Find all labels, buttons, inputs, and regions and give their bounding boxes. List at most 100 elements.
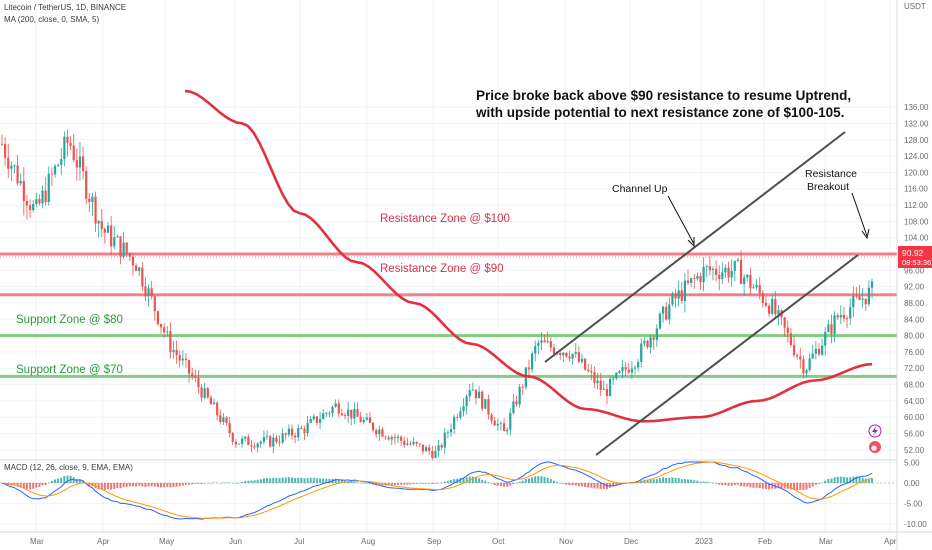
macd-histogram-bar <box>696 480 699 483</box>
candle-body <box>527 367 531 370</box>
candle-body <box>347 409 350 416</box>
candle-body <box>471 389 474 391</box>
zone-lines <box>0 252 897 378</box>
macd-histogram-bar <box>150 483 153 487</box>
macd-histogram-bar <box>294 477 297 483</box>
candle-body <box>81 156 85 172</box>
macd-histogram-bar <box>446 480 449 483</box>
candle-body <box>696 275 699 279</box>
macd-histogram-bar <box>808 483 811 489</box>
macd-histogram-bar <box>440 482 443 484</box>
macd-histogram-bar <box>705 481 708 483</box>
candle-body <box>456 417 459 418</box>
candle-body <box>403 440 406 445</box>
macd-histogram-bar <box>209 482 212 484</box>
macd-histogram-bar <box>758 483 761 489</box>
candle-body <box>808 358 811 371</box>
candle-body <box>178 355 181 361</box>
macd-histogram-bar <box>490 483 493 484</box>
macd-histogram-bar <box>390 483 393 486</box>
macd-histogram-bar <box>266 477 269 483</box>
price-tick-label: 120.00 <box>904 168 929 177</box>
candle-body <box>212 402 216 405</box>
macd-histogram-bar <box>415 483 418 484</box>
macd-histogram-bar <box>824 480 827 483</box>
macd-histogram-bar <box>72 477 75 483</box>
candle-body <box>187 360 191 374</box>
macd-histogram-bar <box>19 483 22 488</box>
candle-body <box>453 417 456 430</box>
macd-histogram-bar <box>113 483 116 489</box>
macd-histogram-bar <box>362 483 365 484</box>
macd-histogram-bar <box>259 479 262 483</box>
macd-histogram-bar <box>821 482 824 484</box>
candle-body <box>593 372 596 384</box>
macd-histogram-bar <box>677 478 680 483</box>
candle-body <box>353 408 356 419</box>
macd-histogram-bar <box>861 477 864 483</box>
candle-body <box>219 415 222 422</box>
price-tick-label: 108.00 <box>904 217 929 226</box>
candle-body <box>16 165 19 184</box>
macd-histogram-bar <box>309 477 312 483</box>
macd-histogram-bar <box>359 483 362 484</box>
candle-body <box>28 205 32 211</box>
price-tick-label: 80.00 <box>904 332 925 341</box>
price-axis-ticks: 136.00 132.00 128.00 124.00 120.00 116.00 112.… <box>904 103 929 455</box>
candle-body <box>502 423 506 432</box>
candle-body <box>306 422 309 434</box>
resistance-90-label: Resistance Zone @ $90 <box>380 263 504 275</box>
macd-histogram-bar <box>13 483 16 486</box>
macd-histogram-bar <box>612 483 615 487</box>
macd-histogram-bar <box>138 483 141 486</box>
macd-histogram-bar <box>755 483 758 488</box>
candle-body <box>88 198 91 202</box>
candle-body <box>690 278 693 283</box>
candle-body <box>331 406 334 413</box>
candle-body <box>393 437 397 438</box>
candle-body <box>777 310 780 315</box>
macd-histogram-bar <box>724 483 727 486</box>
candle-body <box>421 444 425 452</box>
candle-body <box>608 378 612 396</box>
support-80-label: Support Zone @ $80 <box>16 314 123 326</box>
candle-body <box>163 327 166 333</box>
zone-resistance-100 <box>0 252 897 256</box>
candle-body <box>870 281 874 288</box>
macd-histogram-bar <box>527 478 530 483</box>
macd-histogram-bar <box>97 483 100 490</box>
zone-resistance-90 <box>0 293 897 297</box>
candle-body <box>340 413 343 416</box>
event-icon[interactable] <box>869 441 881 453</box>
price-tick-label: 76.00 <box>904 348 925 357</box>
breakout-label-1: Resistance <box>805 168 857 180</box>
candle-body <box>799 356 802 360</box>
macd-histogram-bar <box>777 483 780 489</box>
candle-body <box>237 443 241 445</box>
candle-body <box>577 352 580 362</box>
macd-histogram-bar <box>618 483 621 485</box>
macd-histogram-bar <box>110 483 113 490</box>
macd-histogram-bar <box>54 479 57 483</box>
candles <box>0 129 874 461</box>
macd-histogram-bar <box>571 483 574 486</box>
candle-body <box>708 266 711 271</box>
candle-body <box>231 433 234 442</box>
macd-histogram-bar <box>184 483 187 485</box>
macd-histogram-bar <box>421 483 424 484</box>
candle-body <box>166 331 169 333</box>
candle-body <box>138 267 141 271</box>
macd-histogram-bar <box>733 483 736 486</box>
macd-histogram-bar <box>481 479 484 483</box>
candle-body <box>764 302 768 306</box>
candle-body <box>490 414 493 421</box>
candle-body <box>428 447 431 452</box>
macd-histogram-bar <box>602 483 605 489</box>
candle-body <box>10 165 13 169</box>
macd-tick-label: -5.00 <box>904 500 923 509</box>
macd-histogram-bar <box>805 483 808 490</box>
candle-body <box>66 136 69 144</box>
macd-histogram-bar <box>141 483 144 487</box>
grid-lines <box>0 0 897 532</box>
